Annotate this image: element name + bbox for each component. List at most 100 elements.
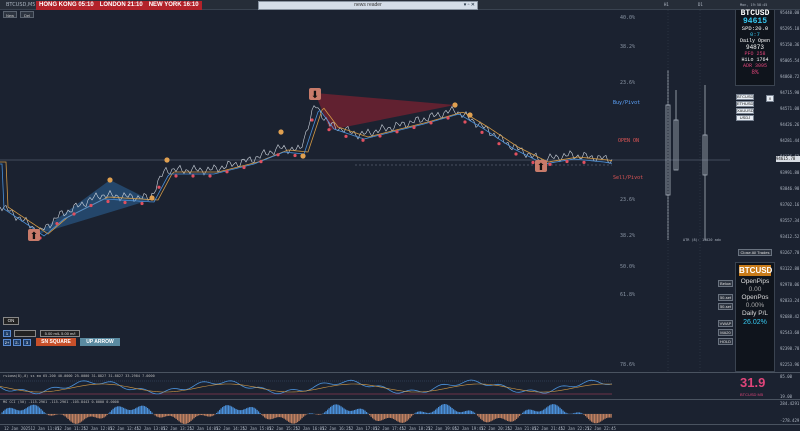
cci-bar: [97, 414, 99, 419]
cci-bar: [525, 410, 527, 414]
cci-bar: [453, 409, 455, 414]
cci-bar: [9, 407, 11, 414]
cci-bar: [409, 414, 411, 418]
cci-bar: [61, 414, 63, 415]
cci-bar: [432, 411, 434, 414]
cci-bar: [177, 414, 179, 421]
cci-bar: [513, 414, 515, 422]
cci-bar: [22, 409, 24, 414]
del-button[interactable]: Del: [20, 11, 34, 18]
cci-bar: [316, 414, 318, 415]
lots-input[interactable]: 5.00 m/L 5.00 m/l: [40, 330, 80, 337]
adr: ADR 3095: [742, 63, 767, 69]
cci-bar: [211, 414, 213, 417]
cci-bar: [505, 414, 507, 421]
cci-bar: [189, 414, 191, 423]
sn-square-button[interactable]: SN SQUARE: [36, 338, 76, 346]
small-btn-4[interactable]: 3: [23, 339, 31, 346]
cci-bar: [366, 411, 368, 414]
cci-bar: [352, 410, 354, 414]
side-button-0[interactable]: Below: [718, 280, 733, 287]
symbol-name: BTCUSD: [740, 9, 770, 18]
close-x-button[interactable]: X: [766, 95, 774, 102]
side-button-1[interactable]: 50-set: [718, 294, 733, 301]
cci-bar: [184, 414, 186, 424]
cci-bar: [364, 410, 366, 414]
signal-dot: [361, 138, 365, 142]
price-chart[interactable]: ⬇ ⬆ ⬆: [0, 10, 730, 372]
small-btn-2[interactable]: 2+: [3, 339, 11, 346]
cci-bar: [327, 409, 329, 414]
up-arrow-button[interactable]: UP ARROW: [80, 338, 120, 346]
cci-bar: [339, 405, 341, 414]
window-controls[interactable]: ▾ ▫ ✕: [463, 2, 475, 8]
new-button[interactable]: New: [3, 11, 17, 18]
symbol-button-btcusd[interactable]: BTCUSD: [736, 94, 754, 100]
cci-bar: [370, 414, 372, 417]
cci-chart[interactable]: [0, 404, 730, 424]
cci-bar: [106, 414, 108, 416]
cci-bar: [576, 412, 578, 414]
small-btn-1[interactable]: 1: [3, 330, 11, 337]
cci-bar: [219, 409, 221, 414]
cci-bar: [474, 412, 476, 414]
side-button-2[interactable]: 50-set: [718, 303, 733, 310]
symbol-button-usdj[interactable]: USDJ: [736, 115, 754, 121]
cci-bar: [178, 414, 180, 422]
cci-bar: [600, 414, 602, 422]
status-button[interactable]: ON: [3, 317, 19, 325]
side-button-5[interactable]: HOLD: [718, 338, 733, 345]
cci-bar: [547, 406, 549, 414]
cci-bar: [243, 409, 245, 414]
signal-dot: [310, 118, 314, 122]
cci-bar: [532, 410, 534, 414]
cci-bar: [540, 411, 542, 414]
cci-bar: [190, 414, 192, 421]
small-btn-3[interactable]: 2-: [13, 339, 21, 346]
open-pips-label: OpenPips: [740, 278, 770, 285]
cci-bar: [330, 406, 332, 414]
daily-pl-label: Daily P/L: [741, 310, 768, 317]
symbol-button-ethusd[interactable]: ETHUSD: [736, 101, 754, 107]
rsi-sub: BTCUSD M5: [740, 392, 764, 397]
ma-blue: [0, 109, 613, 237]
cci-bar: [502, 414, 504, 419]
cci-bar: [427, 412, 429, 414]
side-button-3[interactable]: VWAP: [718, 320, 733, 327]
cci-bar: [369, 414, 371, 416]
input-box[interactable]: [14, 330, 36, 337]
cci-bar: [94, 414, 96, 418]
cci-bar: [387, 414, 389, 418]
cci-bar: [147, 407, 149, 414]
side-button-4[interactable]: MA20: [718, 329, 733, 336]
close-all-button[interactable]: Close All Trades: [738, 249, 772, 256]
cci-bar: [441, 404, 443, 414]
open-pips-value: 0.00: [748, 286, 762, 293]
cci-bar: [63, 414, 65, 416]
cci-bar: [331, 405, 333, 414]
cci-bar: [103, 414, 105, 418]
rsi-chart[interactable]: [0, 375, 730, 399]
cci-bar: [139, 406, 141, 414]
cci-bar: [282, 414, 284, 418]
cci-bar: [418, 411, 420, 414]
cci-bar: [564, 411, 566, 414]
cci-bar: [267, 414, 269, 420]
cci-bar: [472, 411, 474, 414]
cci-bar: [381, 414, 383, 421]
cci-bar: [291, 414, 293, 424]
cci-bar: [477, 414, 479, 416]
svg-text:⬇: ⬇: [311, 90, 319, 101]
cci-bar: [3, 410, 5, 414]
signal-dot: [531, 160, 535, 165]
cci-bar: [322, 413, 324, 414]
cci-bar: [115, 406, 117, 414]
news-reader-bar[interactable]: news reader ▾ ▫ ✕: [258, 1, 478, 10]
cci-axis-bottom: -278.429: [780, 418, 800, 423]
cci-bar: [561, 409, 563, 414]
cci-bar: [36, 405, 38, 414]
symbol-button-xauusd[interactable]: XAUUSD: [736, 108, 754, 114]
cci-bar: [268, 414, 270, 420]
cci-bar: [79, 414, 81, 423]
cci-bar: [552, 404, 554, 414]
